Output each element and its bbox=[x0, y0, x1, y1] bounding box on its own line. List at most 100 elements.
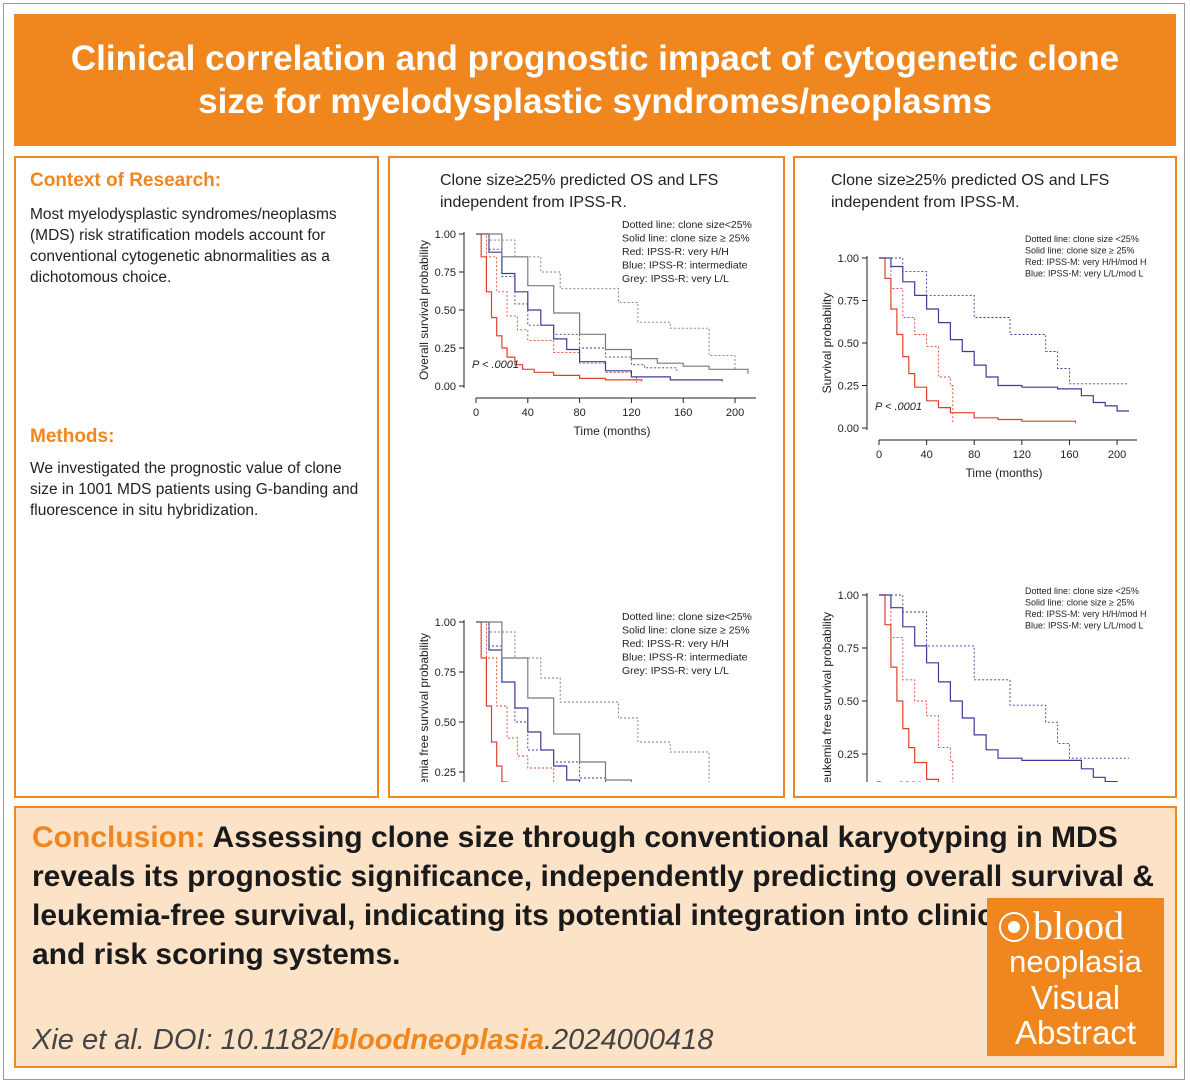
survival-curve bbox=[476, 621, 632, 782]
x-axis-label: Time (months) bbox=[574, 424, 651, 438]
x-tick-label: 200 bbox=[726, 407, 744, 419]
citation-suffix: .2024000418 bbox=[544, 1024, 714, 1056]
conclusion-box: Conclusion: Assessing clone size through… bbox=[14, 806, 1177, 1068]
y-tick-label: 0.25 bbox=[435, 343, 456, 355]
legend-entry: Dotted line: clone size<25% bbox=[622, 611, 752, 623]
research-panel: Context of Research: Most myelodysplasti… bbox=[14, 156, 379, 798]
legend-entry: Solid line: clone size ≥ 25% bbox=[1025, 598, 1135, 608]
logo-line1: blood bbox=[1033, 903, 1125, 948]
y-tick-label: 0.75 bbox=[838, 296, 859, 308]
y-tick-label: 1.00 bbox=[838, 590, 859, 602]
legend-entry: Dotted line: clone size <25% bbox=[1025, 586, 1139, 596]
x-tick-label: 0 bbox=[473, 407, 479, 419]
citation-prefix: Xie et al. DOI: 10.1182/ bbox=[32, 1024, 332, 1056]
survival-curve bbox=[476, 233, 638, 383]
conclusion-text: Assessing clone size through conventiona… bbox=[32, 821, 1154, 971]
p-value-label: P < .0001 bbox=[875, 401, 922, 413]
y-tick-label: 0.50 bbox=[838, 696, 859, 708]
survival-curve bbox=[879, 257, 1129, 385]
y-tick-label: 0.25 bbox=[838, 381, 859, 393]
survival-curve bbox=[879, 257, 1129, 412]
p-value-label: P < .0001 bbox=[472, 359, 519, 371]
x-tick-label: 160 bbox=[674, 407, 692, 419]
legend-entry: Grey: IPSS-R: very L/L bbox=[622, 665, 729, 677]
citation: Xie et al. DOI: 10.1182/bloodneoplasia.2… bbox=[32, 1024, 713, 1057]
survival-curve bbox=[879, 594, 940, 782]
survival-curve bbox=[476, 621, 508, 782]
conclusion-label: Conclusion: bbox=[32, 821, 206, 854]
legend-entry: Red: IPSS-R: very H/H bbox=[622, 246, 729, 258]
ipssm-panel: Clone size≥25% predicted OS and LFS inde… bbox=[793, 156, 1177, 798]
legend-entry: Blue: IPSS-R: intermediate bbox=[622, 652, 748, 664]
x-tick-label: 200 bbox=[1108, 449, 1126, 461]
p-value-label: P < .0001 bbox=[875, 780, 922, 782]
legend-entry: Dotted line: clone size<25% bbox=[622, 219, 752, 231]
legend-entry: Solid line: clone size ≥ 25% bbox=[622, 625, 750, 637]
y-tick-label: 0.75 bbox=[838, 643, 859, 655]
survival-curve bbox=[879, 594, 954, 782]
page-title: Clinical correlation and prognostic impa… bbox=[70, 39, 1120, 121]
legend-entry: Solid line: clone size ≥ 25% bbox=[622, 233, 750, 245]
legend-entry: Blue: IPSS-R: intermediate bbox=[622, 260, 748, 272]
y-tick-label: 0.50 bbox=[838, 338, 859, 350]
y-axis-label: Leukemia free survival probability bbox=[820, 612, 834, 782]
x-tick-label: 0 bbox=[876, 449, 882, 461]
conclusion-paragraph: Conclusion: Assessing clone size through… bbox=[32, 818, 1162, 974]
y-tick-label: 1.00 bbox=[435, 229, 456, 241]
survival-curve bbox=[476, 233, 749, 374]
ipssr-heading: Clone size≥25% predicted OS and LFS inde… bbox=[440, 172, 719, 211]
y-tick-label: 1.00 bbox=[435, 617, 456, 629]
survival-curve bbox=[476, 233, 643, 382]
survival-curve bbox=[476, 621, 710, 782]
survival-curve bbox=[879, 594, 1118, 782]
context-text: Most myelodysplastic syndromes/neoplasms… bbox=[30, 206, 337, 286]
x-tick-label: 80 bbox=[968, 449, 980, 461]
y-axis-label: Overall survival probability bbox=[417, 240, 431, 380]
x-tick-label: 40 bbox=[522, 407, 534, 419]
y-axis-label: Leukemia free survival probability bbox=[417, 633, 431, 782]
x-tick-label: 120 bbox=[1013, 449, 1031, 461]
legend-entry: Dotted line: clone size <25% bbox=[1025, 234, 1139, 244]
logo-blood: blood bbox=[999, 904, 1159, 948]
survival-curve bbox=[879, 257, 1076, 423]
methods-text: We investigated the prognostic value of … bbox=[30, 460, 359, 519]
y-axis-label: Survival probability bbox=[820, 293, 834, 394]
x-tick-label: 80 bbox=[573, 407, 585, 419]
methods-heading: Methods: bbox=[30, 426, 115, 447]
os-ipssr-chart: 0.00 0.25 0.50 0.75 1.00 0 40 80 120 160 200 Time (… bbox=[417, 219, 756, 438]
x-tick-label: 120 bbox=[622, 407, 640, 419]
seal-icon bbox=[999, 912, 1029, 942]
legend-entry: Blue: IPSS-M: very L/L/mod L bbox=[1025, 621, 1144, 631]
y-tick-label: 0.25 bbox=[435, 767, 456, 779]
logo-line2: neoplasia bbox=[1009, 944, 1142, 979]
logo-line4: Abstract bbox=[1014, 1014, 1137, 1051]
y-tick-label: 0.75 bbox=[435, 667, 456, 679]
ipssm-heading: Clone size≥25% predicted OS and LFS inde… bbox=[831, 172, 1110, 211]
survival-curve bbox=[879, 257, 954, 423]
legend-entry: Solid line: clone size ≥ 25% bbox=[1025, 246, 1135, 256]
survival-curve bbox=[476, 233, 736, 371]
survival-curve bbox=[476, 233, 678, 371]
legend-entry: Red: IPSS-R: very H/H bbox=[622, 638, 729, 650]
y-tick-label: 1.00 bbox=[838, 253, 859, 265]
legend-entry: Blue: IPSS-M: very L/L/mod L bbox=[1025, 269, 1144, 279]
logo-line3: Visual bbox=[1030, 979, 1121, 1016]
x-axis-label: Time (months) bbox=[966, 466, 1043, 480]
y-tick-label: 0.00 bbox=[435, 381, 456, 393]
legend-entry: Red: IPSS-M: very H/H/mod H bbox=[1025, 609, 1147, 619]
legend-entry: Red: IPSS-M: very H/H/mod H bbox=[1025, 257, 1147, 267]
survival-curve bbox=[879, 594, 1129, 759]
ipssr-panel: Clone size≥25% predicted OS and LFS inde… bbox=[388, 156, 785, 798]
y-tick-label: 0.50 bbox=[435, 717, 456, 729]
legend-entry: Grey: IPSS-R: very L/L bbox=[622, 273, 729, 285]
y-tick-label: 0.75 bbox=[435, 267, 456, 279]
os-ipssm-chart: 0.00 0.25 0.50 0.75 1.00 0 40 80 120 160 200 Time (… bbox=[820, 234, 1147, 480]
outer-frame bbox=[3, 3, 1185, 1080]
blood-neoplasia-logo: blood neoplasia Visual Abstract bbox=[987, 898, 1164, 1056]
y-tick-label: 0.00 bbox=[838, 423, 859, 435]
x-tick-label: 160 bbox=[1060, 449, 1078, 461]
title-banner: Clinical correlation and prognostic impa… bbox=[14, 14, 1176, 146]
survival-curve bbox=[476, 621, 555, 782]
